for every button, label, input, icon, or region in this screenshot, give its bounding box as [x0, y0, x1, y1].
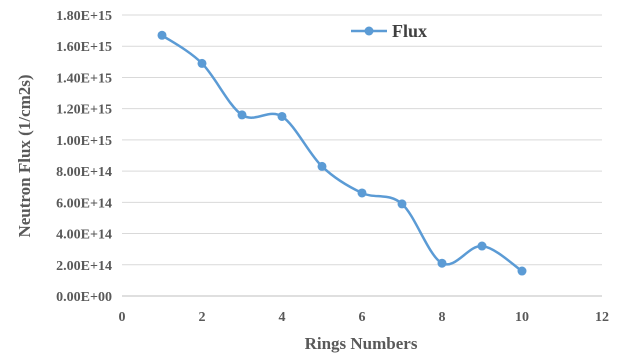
y-tick-label: 1.60E+15 [56, 40, 112, 55]
y-tick-label: 4.00E+14 [56, 228, 112, 243]
x-tick-label: 12 [595, 310, 609, 325]
x-tick-label: 0 [119, 310, 126, 325]
legend: Flux [351, 21, 427, 41]
gridlines [122, 14, 602, 266]
y-tick-label: 0.00E+00 [56, 290, 112, 305]
data-point [477, 241, 487, 251]
data-point [437, 258, 447, 268]
y-tick-label: 8.00E+14 [56, 165, 112, 180]
y-tick-label: 1.80E+15 [56, 9, 112, 24]
x-tick-label: 10 [515, 310, 529, 325]
x-tick-label: 4 [279, 310, 286, 325]
x-tick-label: 2 [199, 310, 206, 325]
legend-label-flux: Flux [392, 21, 427, 41]
data-point [397, 199, 407, 209]
x-tick-label: 6 [359, 310, 366, 325]
data-point [357, 188, 367, 198]
series-points [157, 30, 527, 276]
data-point [317, 161, 327, 171]
y-axis-title: Neutron Flux (1/cm2s) [15, 74, 34, 237]
y-tick-label: 1.40E+15 [56, 71, 112, 86]
series-flux [157, 30, 527, 276]
x-axis-title: Rings Numbers [305, 334, 418, 353]
data-point [237, 110, 247, 120]
data-point [277, 111, 287, 121]
data-point [197, 58, 207, 68]
x-axis-ticks: 0 2 4 6 8 10 12 [119, 310, 610, 325]
series-line-flux [161, 34, 523, 273]
data-point [517, 266, 527, 276]
y-axis-ticks: 0.00E+00 2.00E+14 4.00E+14 6.00E+14 8.00E+14… [56, 9, 112, 305]
y-tick-label: 1.20E+15 [56, 103, 112, 118]
x-tick-label: 8 [439, 310, 446, 325]
data-point [157, 30, 167, 40]
legend-swatch-marker [364, 26, 374, 36]
y-tick-label: 1.00E+15 [56, 134, 112, 149]
y-tick-label: 6.00E+14 [56, 196, 112, 211]
y-tick-label: 2.00E+14 [56, 259, 112, 274]
